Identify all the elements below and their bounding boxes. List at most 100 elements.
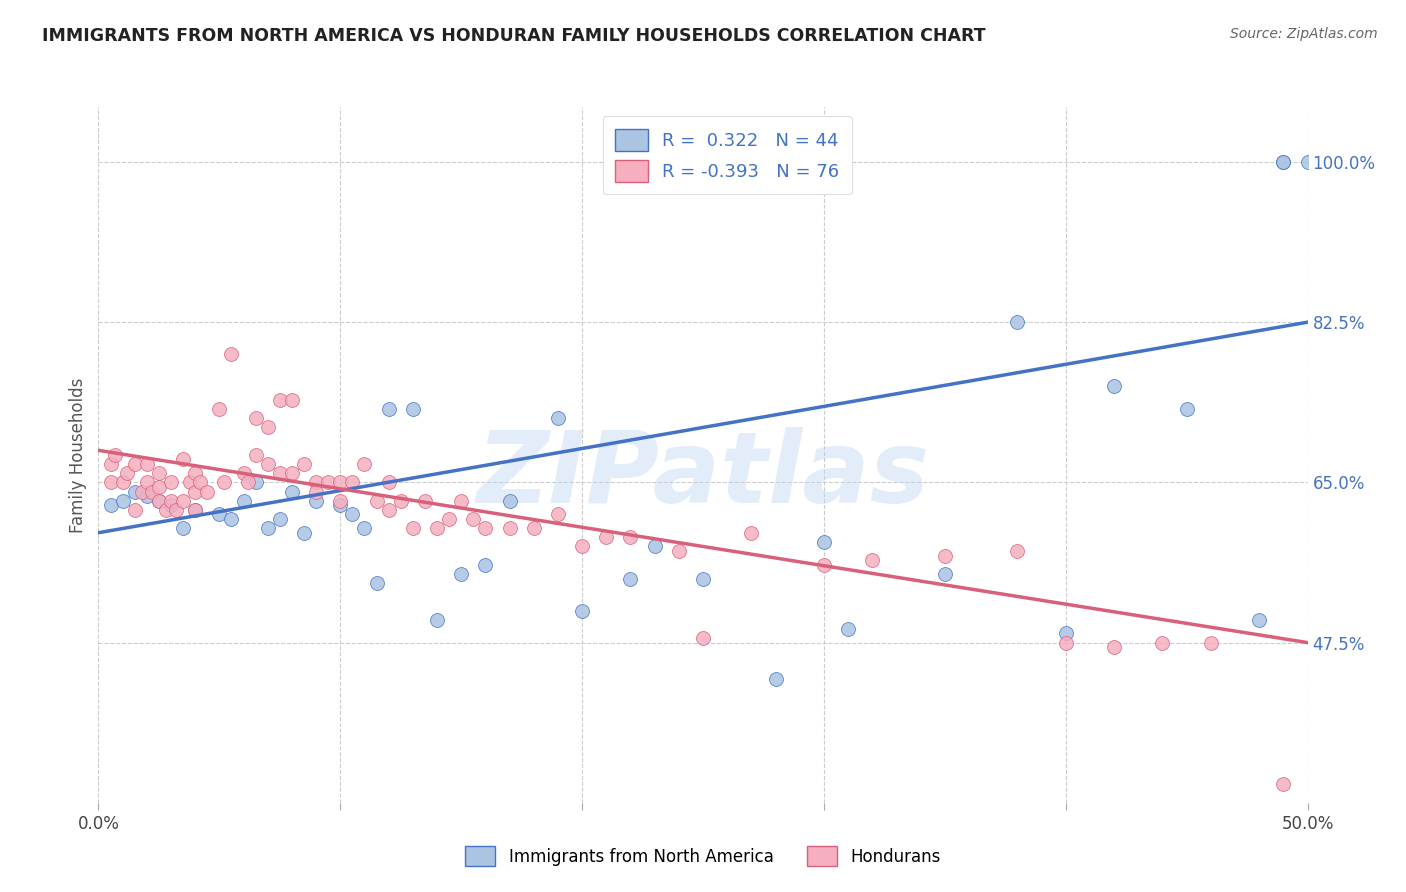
Point — [208, 402, 231, 417]
Point — [135, 475, 157, 490]
Point — [188, 475, 211, 490]
Point — [305, 493, 328, 508]
Point — [184, 467, 207, 481]
Point — [1054, 626, 1077, 640]
Point — [474, 521, 496, 535]
Point — [366, 576, 388, 591]
Point — [1296, 155, 1319, 169]
Point — [292, 457, 315, 471]
Point — [765, 672, 787, 686]
Point — [1272, 155, 1295, 169]
Point — [117, 467, 139, 481]
Point — [377, 402, 399, 417]
Point — [1007, 315, 1029, 329]
Point — [172, 521, 194, 535]
Point — [1007, 544, 1029, 558]
Point — [1102, 640, 1125, 655]
Point — [934, 566, 956, 581]
Text: ZIPatlas: ZIPatlas — [477, 427, 929, 524]
Point — [353, 521, 375, 535]
Point — [450, 493, 472, 508]
Point — [160, 475, 183, 490]
Point — [148, 467, 170, 481]
Point — [165, 503, 187, 517]
Point — [212, 475, 235, 490]
Point — [160, 498, 183, 512]
Point — [1272, 155, 1295, 169]
Point — [813, 558, 835, 572]
Point — [124, 503, 146, 517]
Point — [184, 503, 207, 517]
Point — [281, 392, 304, 407]
Point — [148, 493, 170, 508]
Point — [131, 484, 153, 499]
Point — [269, 392, 291, 407]
Point — [281, 467, 304, 481]
Legend: R =  0.322   N = 44, R = -0.393   N = 76: R = 0.322 N = 44, R = -0.393 N = 76 — [603, 116, 852, 194]
Point — [437, 512, 460, 526]
Point — [426, 613, 449, 627]
Point — [1054, 635, 1077, 649]
Text: Source: ZipAtlas.com: Source: ZipAtlas.com — [1230, 27, 1378, 41]
Point — [256, 521, 278, 535]
Point — [232, 467, 254, 481]
Point — [342, 475, 364, 490]
Point — [1249, 613, 1271, 627]
Point — [256, 420, 278, 434]
Point — [100, 498, 122, 512]
Point — [463, 512, 485, 526]
Point — [377, 475, 399, 490]
Point — [837, 622, 859, 636]
Point — [329, 475, 352, 490]
Point — [269, 467, 291, 481]
Point — [813, 535, 835, 549]
Point — [245, 475, 267, 490]
Point — [111, 475, 134, 490]
Point — [426, 521, 449, 535]
Point — [245, 448, 267, 462]
Point — [269, 512, 291, 526]
Point — [305, 484, 328, 499]
Point — [124, 457, 146, 471]
Point — [316, 475, 339, 490]
Point — [100, 457, 122, 471]
Point — [1199, 635, 1222, 649]
Point — [160, 493, 183, 508]
Point — [195, 484, 218, 499]
Point — [221, 512, 243, 526]
Point — [571, 603, 593, 617]
Text: IMMIGRANTS FROM NORTH AMERICA VS HONDURAN FAMILY HOUSEHOLDS CORRELATION CHART: IMMIGRANTS FROM NORTH AMERICA VS HONDURA… — [42, 27, 986, 45]
Point — [329, 493, 352, 508]
Point — [135, 489, 157, 503]
Point — [232, 493, 254, 508]
Point — [148, 493, 170, 508]
Point — [389, 493, 412, 508]
Point — [523, 521, 546, 535]
Point — [547, 508, 569, 522]
Point — [104, 448, 127, 462]
Point — [353, 457, 375, 471]
Legend: Immigrants from North America, Hondurans: Immigrants from North America, Hondurans — [457, 838, 949, 875]
Point — [172, 493, 194, 508]
Point — [179, 475, 201, 490]
Point — [342, 508, 364, 522]
Point — [155, 503, 177, 517]
Point — [450, 566, 472, 581]
Point — [619, 530, 641, 544]
Point — [292, 525, 315, 540]
Point — [498, 521, 520, 535]
Point — [208, 508, 231, 522]
Point — [245, 411, 267, 425]
Point — [1272, 777, 1295, 791]
Point — [305, 475, 328, 490]
Point — [366, 493, 388, 508]
Point — [1175, 402, 1198, 417]
Point — [619, 572, 641, 586]
Point — [184, 503, 207, 517]
Point — [474, 558, 496, 572]
Point — [668, 544, 690, 558]
Point — [402, 521, 425, 535]
Point — [498, 493, 520, 508]
Point — [184, 484, 207, 499]
Point — [281, 484, 304, 499]
